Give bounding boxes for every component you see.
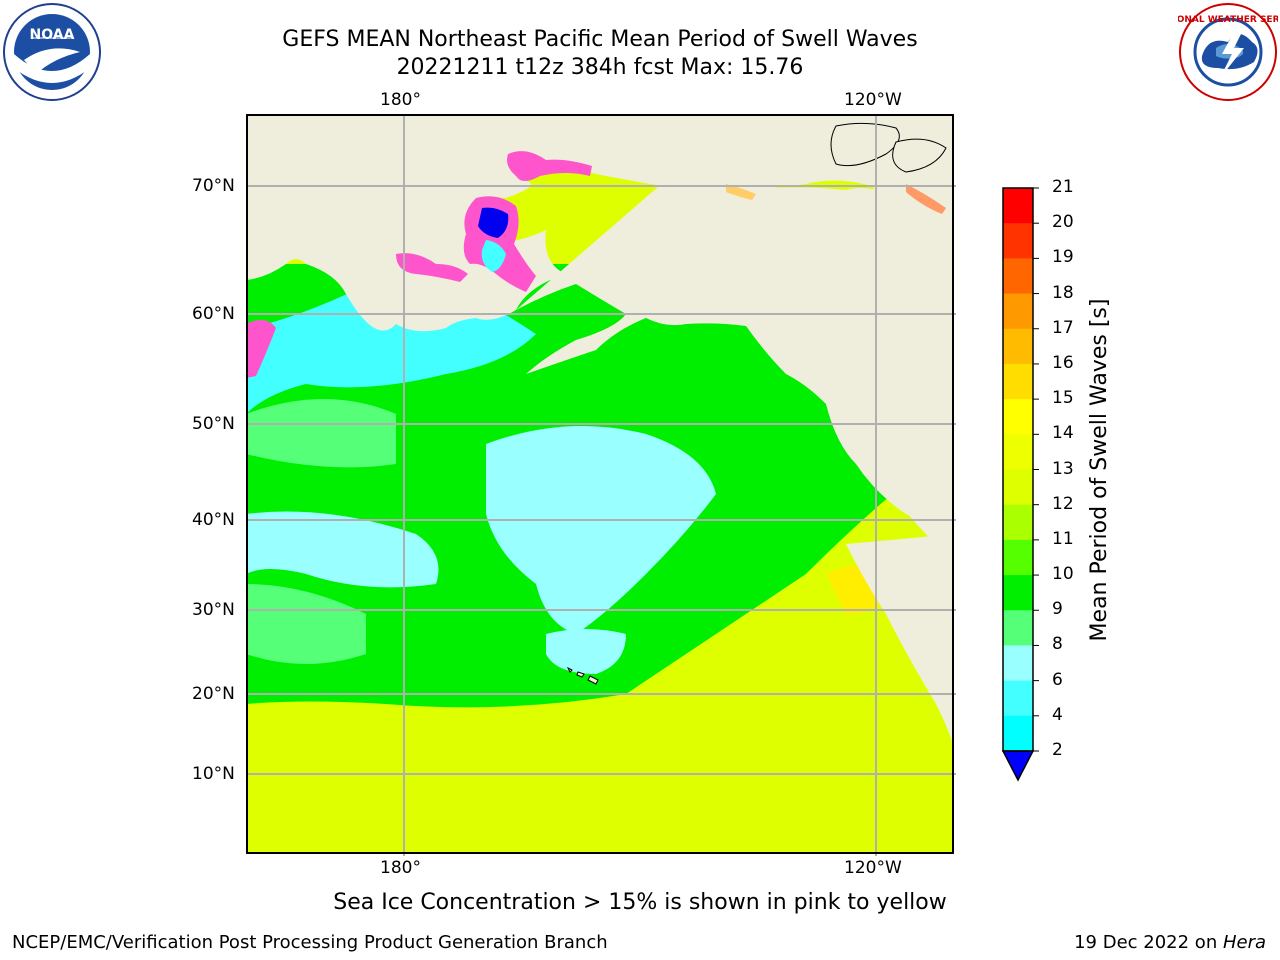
colorbar-tick-label: 19: [1052, 247, 1074, 268]
chart-subtitle: 20221211 t12z 384h fcst Max: 15.76: [396, 55, 804, 80]
lon-label-top-120w: 120°W: [844, 90, 902, 110]
nws-logo-text: NATIONAL WEATHER SERVICE: [1178, 15, 1278, 25]
colorbar-cell: [1003, 469, 1033, 506]
colorbar-cell: [1003, 399, 1033, 435]
colorbar-tick-label: 20: [1052, 212, 1074, 233]
lat-label-60n: 60°N: [192, 304, 235, 324]
lon-label-bottom-120w: 120°W: [844, 858, 902, 878]
footer-credit: NCEP/EMC/Verification Post Processing Pr…: [12, 932, 608, 953]
colorbar-cell: [1003, 645, 1033, 682]
noaa-logo: NOAA: [3, 3, 101, 101]
colorbar-tick-label: 17: [1052, 317, 1074, 338]
colorbar-cell: [1003, 328, 1033, 365]
colorbar-tick-label: 14: [1052, 423, 1074, 444]
lat-label-50n: 50°N: [192, 414, 235, 434]
colorbar-cell: [1003, 434, 1033, 470]
colorbar-cell: [1003, 715, 1033, 752]
colorbar-tick-label: 21: [1052, 177, 1074, 197]
colorbar-cell: [1003, 293, 1033, 330]
colorbar-cell: [1003, 504, 1033, 541]
lat-label-20n: 20°N: [192, 684, 235, 704]
hawaii-island: [587, 675, 599, 685]
chart-title: GEFS MEAN Northeast Pacific Mean Period …: [282, 27, 918, 52]
colorbar-min-triangle: [1001, 750, 1035, 782]
lat-label-10n: 10°N: [192, 764, 235, 784]
deep-blue-zone: [478, 207, 509, 238]
lat-label-30n: 30°N: [192, 600, 235, 620]
colorbar-cell: [1003, 223, 1033, 259]
footer-host: Hera: [1222, 932, 1266, 953]
noaa-logo-text: NOAA: [30, 27, 75, 43]
colorbar-tick-label: 12: [1052, 493, 1074, 514]
graticule: [246, 114, 956, 856]
lat-label-70n: 70°N: [192, 176, 235, 196]
colorbar: [1001, 187, 1039, 782]
arctic-land: [247, 115, 953, 332]
colorbar-tick-label: 18: [1052, 282, 1074, 303]
colorbar-tick-label: 11: [1052, 528, 1074, 549]
lon-label-bottom-180: 180°: [380, 858, 421, 878]
map-panel: [246, 114, 956, 856]
colorbar-cell: [1003, 188, 1033, 224]
map-frame: [246, 114, 954, 854]
colorbar-label: Mean Period of Swell Waves [s]: [1087, 298, 1112, 642]
colorbar-tick-label: 16: [1052, 352, 1074, 373]
colorbar-cell: [1003, 610, 1033, 646]
colorbar-tick-label: 2: [1052, 740, 1063, 760]
colorbar-cell: [1003, 575, 1033, 611]
colorbar-tick-label: 8: [1052, 634, 1063, 655]
nws-logo: NATIONAL WEATHER SERVICE: [1178, 3, 1278, 101]
colorbar-cell: [1003, 539, 1033, 576]
footer-date: 19 Dec 2022 on Hera: [1074, 932, 1266, 953]
colorbar-tick-label: 9: [1052, 599, 1063, 620]
colorbar-tick-label: 10: [1052, 564, 1074, 585]
colorbar-cell: [1003, 363, 1033, 400]
footer-date-text: 19 Dec 2022 on: [1074, 932, 1223, 953]
sea-ice-chukchi: [507, 151, 592, 181]
sea-ice-note: Sea Ice Concentration > 15% is shown in …: [333, 890, 947, 915]
north-america-land: [826, 115, 953, 579]
colorbar-cell: [1003, 680, 1033, 717]
alaska-land: [516, 180, 953, 542]
colorbar-tick-label: 6: [1052, 669, 1063, 690]
colorbar-tick-label: 13: [1052, 458, 1074, 479]
lon-label-top-180: 180°: [380, 90, 421, 110]
colorbar-frame: [1002, 187, 1034, 752]
lat-label-40n: 40°N: [192, 510, 235, 530]
colorbar-tick-label: 4: [1052, 704, 1063, 725]
colorbar-cell: [1003, 258, 1033, 295]
colorbar-tick-label: 15: [1052, 388, 1074, 409]
